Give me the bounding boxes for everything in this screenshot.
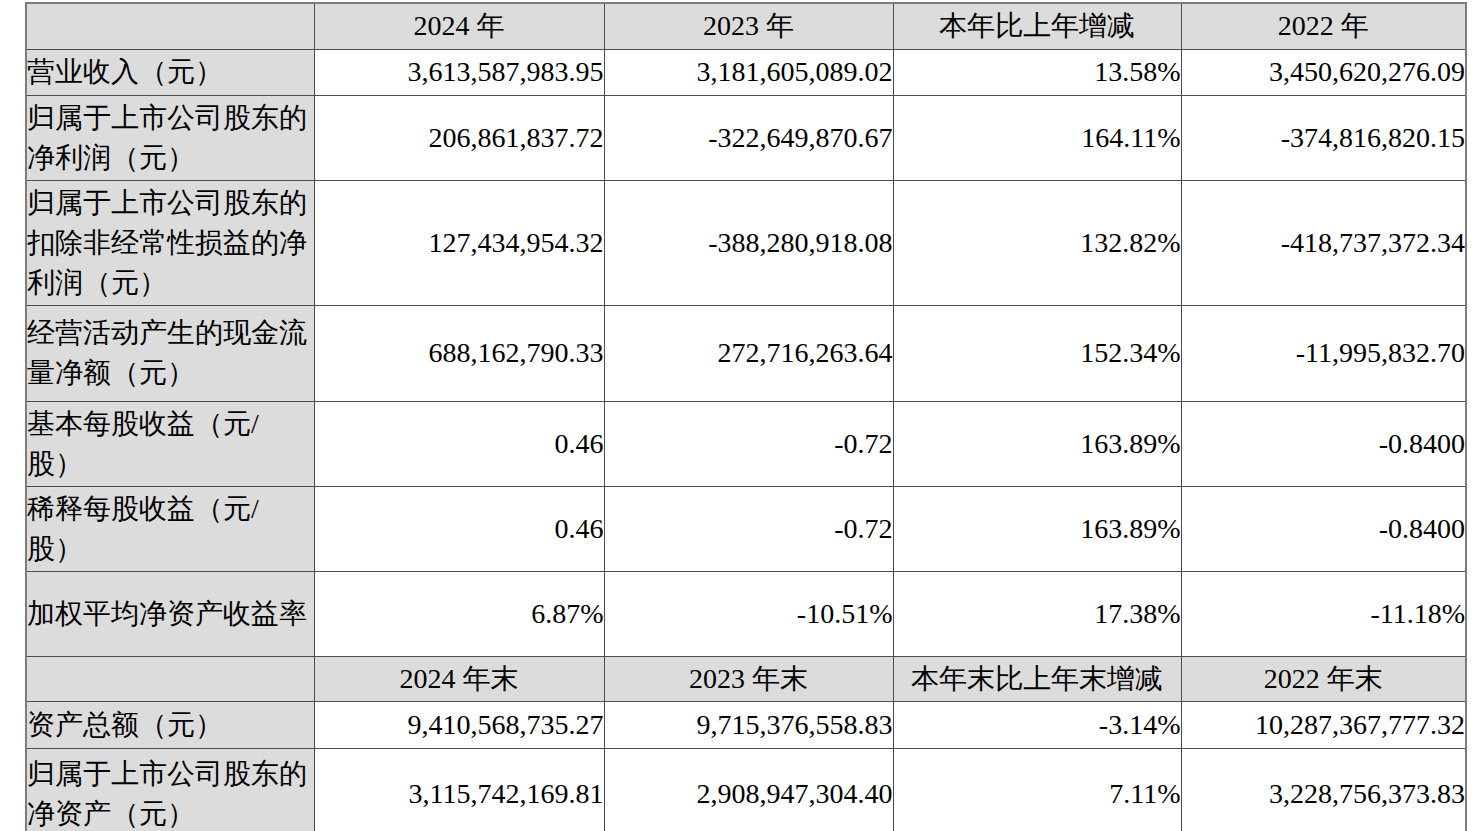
value-cell-2023: -0.72 bbox=[604, 401, 893, 486]
period-header-row: 2024 年 2023 年 本年比上年增减 2022 年 bbox=[26, 3, 1466, 49]
value-cell-2023: 9,715,376,558.83 bbox=[604, 701, 893, 748]
row-label-cell: 归属于上市公司股东的净资产（元） bbox=[26, 748, 314, 831]
row-label-cell: 资产总额（元） bbox=[26, 701, 314, 748]
value-cell-2023: -322,649,870.67 bbox=[604, 95, 893, 180]
value-cell-2023: -0.72 bbox=[604, 486, 893, 571]
value-cell-2022: -0.8400 bbox=[1181, 486, 1466, 571]
value-cell-yoy: 13.58% bbox=[893, 49, 1181, 95]
table-row-operating-revenue: 营业收入（元） 3,613,587,983.95 3,181,605,089.0… bbox=[26, 49, 1466, 95]
value-cell-2022: -11.18% bbox=[1181, 571, 1466, 656]
yearend-header-2024: 2024 年末 bbox=[314, 656, 604, 701]
row-label-cell: 加权平均净资产收益率 bbox=[26, 571, 314, 656]
value-cell-yoy: 132.82% bbox=[893, 180, 1181, 305]
value-cell-2024: 6.87% bbox=[314, 571, 604, 656]
value-cell-2024: 127,434,954.32 bbox=[314, 180, 604, 305]
value-cell-2022: 3,450,620,276.09 bbox=[1181, 49, 1466, 95]
value-cell-2023: 2,908,947,304.40 bbox=[604, 748, 893, 831]
year-header-2022: 2022 年 bbox=[1181, 3, 1466, 49]
value-cell-2022: -418,737,372.34 bbox=[1181, 180, 1466, 305]
table-row-basic-eps: 基本每股收益（元/股） 0.46 -0.72 163.89% -0.8400 bbox=[26, 401, 1466, 486]
value-cell-2024: 9,410,568,735.27 bbox=[314, 701, 604, 748]
row-label-cell: 营业收入（元） bbox=[26, 49, 314, 95]
value-cell-yoy: 152.34% bbox=[893, 305, 1181, 401]
value-cell-2022: 3,228,756,373.83 bbox=[1181, 748, 1466, 831]
value-cell-2022: -0.8400 bbox=[1181, 401, 1466, 486]
value-cell-2023: 272,716,263.64 bbox=[604, 305, 893, 401]
value-cell-2024: 0.46 bbox=[314, 401, 604, 486]
value-cell-yoy: 164.11% bbox=[893, 95, 1181, 180]
yearend-header-2022: 2022 年末 bbox=[1181, 656, 1466, 701]
corner-cell bbox=[26, 656, 314, 701]
table-row-net-profit-attributable: 归属于上市公司股东的净利润（元） 206,861,837.72 -322,649… bbox=[26, 95, 1466, 180]
value-cell-2022: -374,816,820.15 bbox=[1181, 95, 1466, 180]
report-page: 2024 年 2023 年 本年比上年增减 2022 年 营业收入（元） 3,6… bbox=[0, 0, 1480, 831]
yearend-change-header: 本年末比上年末增减 bbox=[893, 656, 1181, 701]
table-row-operating-cash-flow: 经营活动产生的现金流量净额（元） 688,162,790.33 272,716,… bbox=[26, 305, 1466, 401]
row-label-cell: 基本每股收益（元/股） bbox=[26, 401, 314, 486]
value-cell-yoy: 7.11% bbox=[893, 748, 1181, 831]
year-header-2024: 2024 年 bbox=[314, 3, 604, 49]
period-end-header-row: 2024 年末 2023 年末 本年末比上年末增减 2022 年末 bbox=[26, 656, 1466, 701]
yearend-header-2023: 2023 年末 bbox=[604, 656, 893, 701]
value-cell-2023: -388,280,918.08 bbox=[604, 180, 893, 305]
financial-summary-table: 2024 年 2023 年 本年比上年增减 2022 年 营业收入（元） 3,6… bbox=[25, 2, 1467, 831]
table-row-net-profit-excl-nonrecurring: 归属于上市公司股东的扣除非经常性损益的净利润（元） 127,434,954.32… bbox=[26, 180, 1466, 305]
table-row-net-assets-attributable: 归属于上市公司股东的净资产（元） 3,115,742,169.81 2,908,… bbox=[26, 748, 1466, 831]
row-label-cell: 归属于上市公司股东的净利润（元） bbox=[26, 95, 314, 180]
row-label-cell: 稀释每股收益（元/股） bbox=[26, 486, 314, 571]
value-cell-yoy: 163.89% bbox=[893, 486, 1181, 571]
value-cell-2022: 10,287,367,777.32 bbox=[1181, 701, 1466, 748]
table-row-total-assets: 资产总额（元） 9,410,568,735.27 9,715,376,558.8… bbox=[26, 701, 1466, 748]
value-cell-2024: 206,861,837.72 bbox=[314, 95, 604, 180]
value-cell-yoy: 17.38% bbox=[893, 571, 1181, 656]
value-cell-yoy: 163.89% bbox=[893, 401, 1181, 486]
value-cell-yoy: -3.14% bbox=[893, 701, 1181, 748]
value-cell-2024: 688,162,790.33 bbox=[314, 305, 604, 401]
value-cell-2024: 0.46 bbox=[314, 486, 604, 571]
row-label-cell: 经营活动产生的现金流量净额（元） bbox=[26, 305, 314, 401]
value-cell-2024: 3,613,587,983.95 bbox=[314, 49, 604, 95]
value-cell-2022: -11,995,832.70 bbox=[1181, 305, 1466, 401]
table-row-weighted-avg-roe: 加权平均净资产收益率 6.87% -10.51% 17.38% -11.18% bbox=[26, 571, 1466, 656]
row-label-cell: 归属于上市公司股东的扣除非经常性损益的净利润（元） bbox=[26, 180, 314, 305]
value-cell-2023: -10.51% bbox=[604, 571, 893, 656]
table-row-diluted-eps: 稀释每股收益（元/股） 0.46 -0.72 163.89% -0.8400 bbox=[26, 486, 1466, 571]
yoy-change-header: 本年比上年增减 bbox=[893, 3, 1181, 49]
corner-cell bbox=[26, 3, 314, 49]
year-header-2023: 2023 年 bbox=[604, 3, 893, 49]
value-cell-2023: 3,181,605,089.02 bbox=[604, 49, 893, 95]
value-cell-2024: 3,115,742,169.81 bbox=[314, 748, 604, 831]
